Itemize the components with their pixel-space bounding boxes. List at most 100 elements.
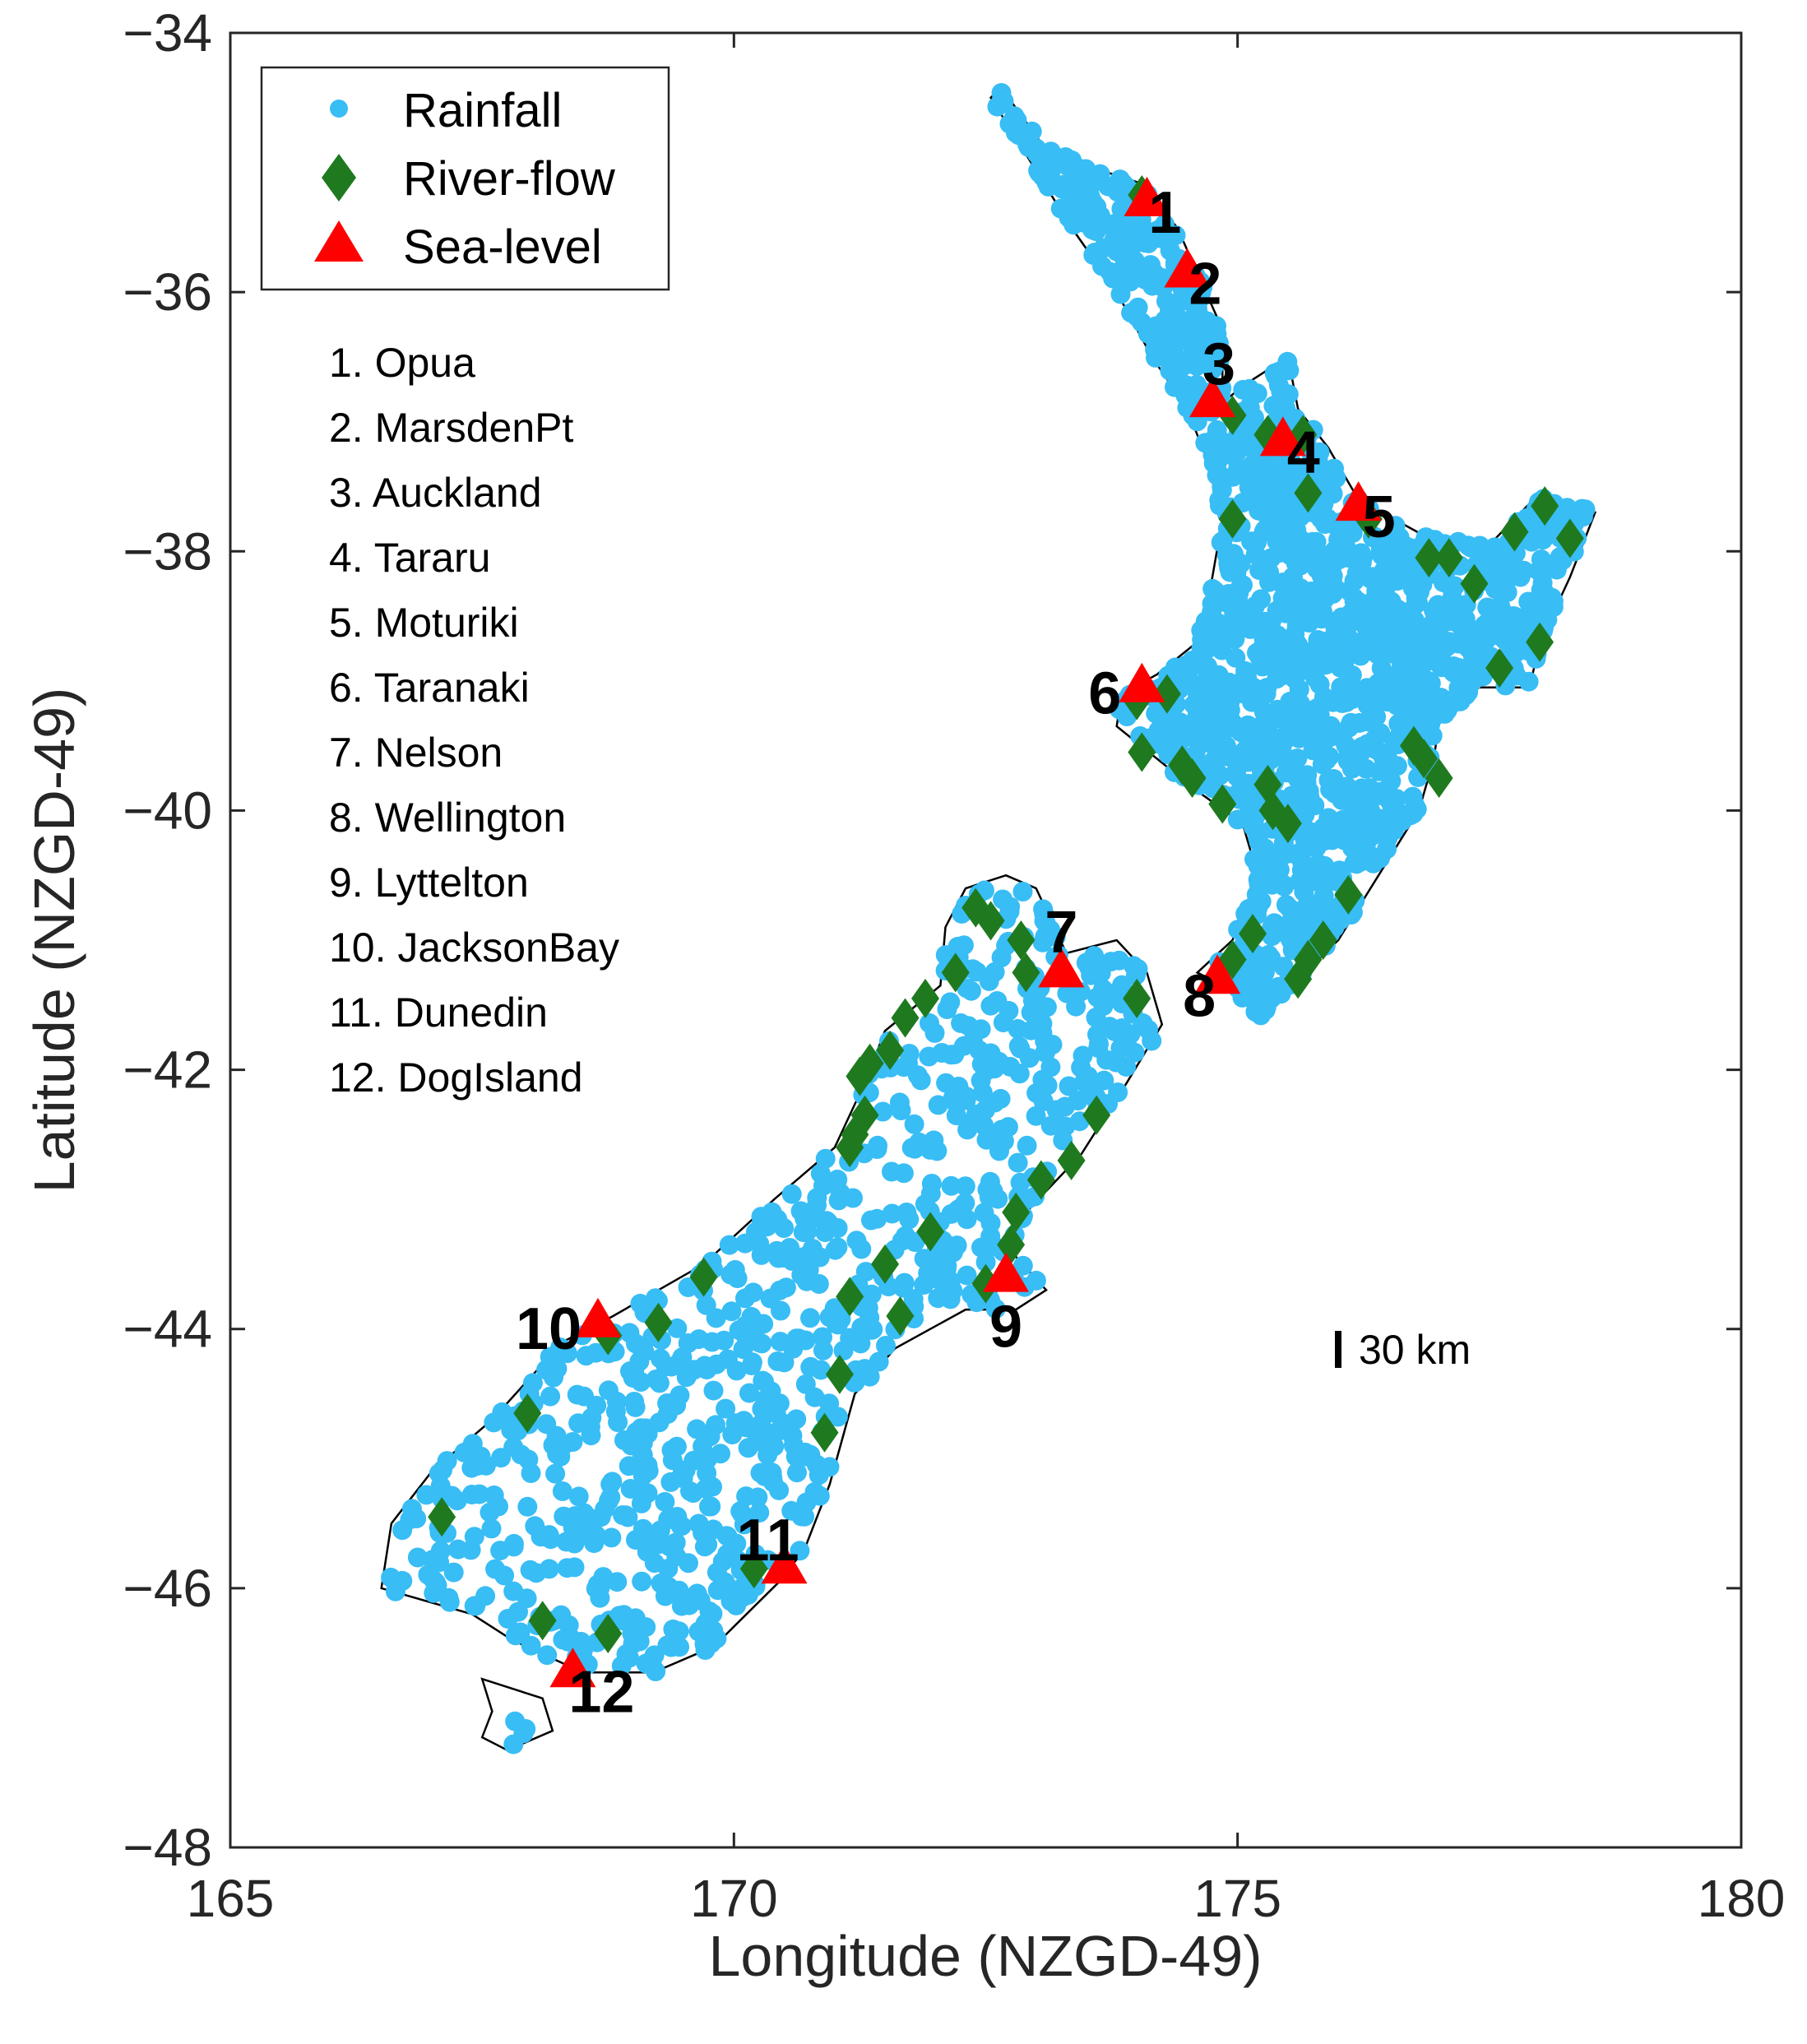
rainfall-point bbox=[813, 1340, 833, 1360]
rainfall-point bbox=[484, 1412, 504, 1433]
river-flow-point bbox=[1555, 518, 1584, 559]
station-list-item: 10. JacksonBay bbox=[329, 925, 619, 971]
rainfall-point bbox=[1067, 187, 1087, 207]
rainfall-point bbox=[1311, 565, 1332, 586]
rainfall-point bbox=[1337, 615, 1358, 636]
rainfall-point bbox=[901, 1138, 922, 1158]
rainfall-point bbox=[1183, 337, 1203, 358]
rainfall-point bbox=[1477, 597, 1498, 618]
rainfall-point bbox=[623, 1634, 643, 1654]
sea-level-point bbox=[575, 1297, 622, 1337]
river-flow-point bbox=[1425, 758, 1453, 799]
rainfall-point bbox=[381, 1567, 401, 1587]
rainfall-point bbox=[517, 1496, 538, 1517]
rainfall-point bbox=[401, 1499, 422, 1519]
legend-river-flow-label: River-flow bbox=[403, 152, 616, 206]
rainfall-point bbox=[690, 1590, 711, 1611]
river-flow-point bbox=[836, 1277, 864, 1317]
rainfall-point bbox=[525, 1516, 545, 1536]
rainfall-point bbox=[1040, 1115, 1061, 1136]
rainfall-point bbox=[1285, 669, 1305, 689]
river-flow-point bbox=[1273, 804, 1302, 844]
y-tick-label: −44 bbox=[123, 1300, 212, 1359]
rainfall-point bbox=[762, 1462, 782, 1483]
rainfall-point bbox=[1390, 606, 1411, 627]
river-flow-point bbox=[886, 1295, 915, 1336]
rainfall-point bbox=[447, 1490, 467, 1511]
y-tick-label: −36 bbox=[123, 262, 212, 322]
river-flow-point bbox=[1057, 1140, 1086, 1180]
rainfall-point bbox=[1380, 531, 1400, 552]
rainfall-point bbox=[1348, 845, 1369, 865]
rainfall-point bbox=[577, 1506, 597, 1527]
river-flow-point bbox=[1026, 1160, 1055, 1200]
rainfall-point bbox=[1261, 489, 1281, 509]
rainfall-point bbox=[1017, 1135, 1037, 1156]
rainfall-point bbox=[520, 1560, 540, 1580]
rainfall-point bbox=[1281, 572, 1301, 593]
rainfall-point bbox=[807, 1195, 827, 1216]
rainfall-point bbox=[1271, 381, 1291, 401]
rainfall-point bbox=[1241, 531, 1262, 552]
rainfall-point bbox=[658, 1509, 679, 1530]
rainfall-point bbox=[893, 1163, 914, 1184]
sea-level-point bbox=[1119, 662, 1165, 702]
rainfall-point bbox=[1025, 985, 1045, 1005]
rainfall-point bbox=[899, 1209, 920, 1230]
rainfall-point bbox=[1195, 707, 1216, 728]
rainfall-point bbox=[1398, 624, 1419, 645]
rainfall-point bbox=[1424, 616, 1443, 637]
rainfall-point bbox=[1100, 1017, 1119, 1037]
rainfall-point bbox=[770, 1280, 790, 1300]
rainfall-point bbox=[998, 1000, 1019, 1021]
river-flow-point bbox=[1500, 512, 1529, 552]
rainfall-point bbox=[1109, 950, 1129, 971]
rainfall-point bbox=[670, 1637, 689, 1657]
rainfall-point bbox=[536, 1414, 557, 1435]
rainfall-point bbox=[702, 1603, 723, 1624]
rainfall-point bbox=[1059, 1076, 1079, 1096]
rainfall-point bbox=[751, 1414, 771, 1435]
river-flow-point bbox=[1012, 952, 1040, 993]
rainfall-point bbox=[1037, 1075, 1058, 1096]
rainfall-point bbox=[1385, 516, 1406, 536]
rainfall-point bbox=[416, 1485, 437, 1505]
rainfall-point bbox=[956, 1090, 976, 1110]
station-list-item: 6. Taranaki bbox=[329, 665, 530, 711]
rainfall-point bbox=[611, 1611, 632, 1631]
rainfall-point bbox=[895, 1226, 915, 1246]
rainfall-point bbox=[586, 1342, 606, 1363]
rainfall-point bbox=[448, 1539, 468, 1560]
legend-rainfall-marker bbox=[330, 100, 348, 118]
river-flow-point bbox=[644, 1302, 673, 1342]
rainfall-point bbox=[955, 1193, 975, 1213]
rainfall-point bbox=[1277, 915, 1298, 935]
rainfall-point bbox=[1119, 220, 1139, 241]
rainfall-point bbox=[1233, 379, 1253, 400]
rainfall-point bbox=[1124, 1042, 1145, 1063]
rainfall-point bbox=[630, 1293, 651, 1314]
rainfall-point bbox=[730, 1501, 751, 1522]
rainfall-point bbox=[602, 1472, 623, 1492]
rainfall-point bbox=[1284, 789, 1304, 809]
station-list-item: 3. Auckland bbox=[329, 470, 542, 516]
rainfall-point bbox=[919, 1046, 939, 1067]
rainfall-point bbox=[1522, 606, 1542, 627]
rainfall-point bbox=[1046, 1100, 1067, 1120]
rainfall-point bbox=[424, 1570, 444, 1591]
station-list-item: 12. DogIsland bbox=[329, 1054, 583, 1101]
rainfall-point bbox=[1126, 965, 1146, 985]
rainfall-point bbox=[1381, 793, 1402, 813]
rainfall-point bbox=[921, 1174, 942, 1193]
rainfall-point bbox=[748, 1333, 769, 1352]
rainfall-point bbox=[619, 1323, 640, 1343]
rainfall-point bbox=[817, 1211, 837, 1231]
rainfall-point bbox=[944, 1045, 965, 1064]
rainfall-point bbox=[1363, 696, 1383, 716]
rainfall-point bbox=[1156, 708, 1176, 729]
rainfall-point bbox=[1128, 297, 1148, 317]
rainfall-point bbox=[1142, 1031, 1162, 1051]
rainfall-point bbox=[438, 1587, 459, 1608]
rainfall-point bbox=[1252, 864, 1272, 883]
rainfall-point bbox=[1500, 641, 1521, 661]
